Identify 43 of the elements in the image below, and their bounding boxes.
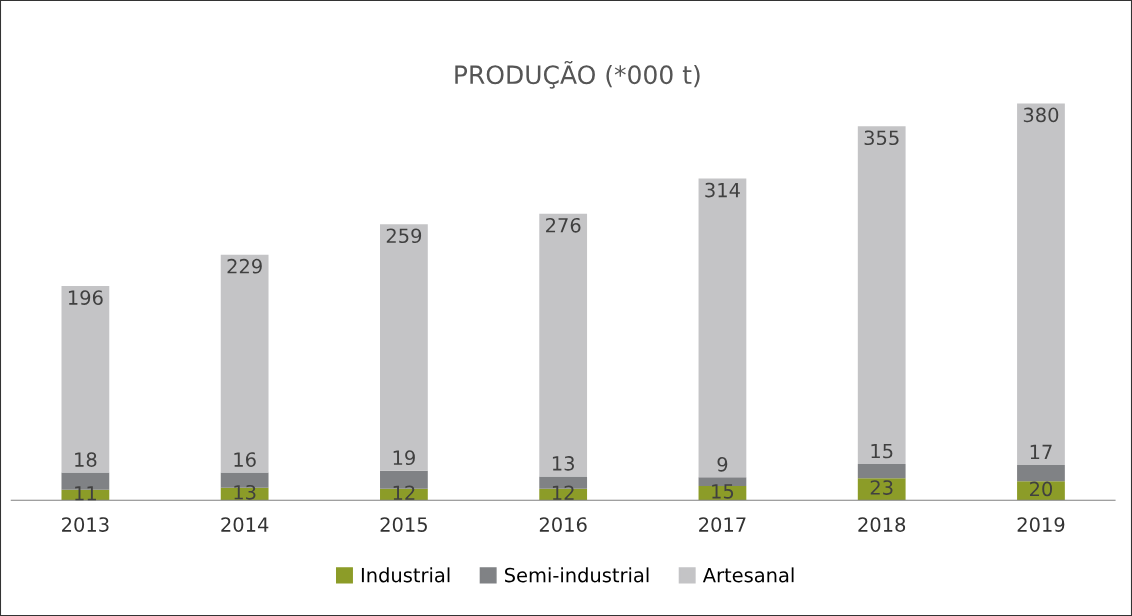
bar <box>698 477 747 486</box>
legend-label: Industrial <box>361 567 450 583</box>
data-label: 17 <box>1030 444 1052 460</box>
data-label: 196 <box>68 290 103 305</box>
bar <box>857 126 906 465</box>
bar <box>698 178 747 478</box>
data-label: 380 <box>1023 107 1059 123</box>
x-tick-label: 2013 <box>62 517 109 532</box>
data-label: 314 <box>705 182 740 198</box>
legend-label: Artesanal <box>702 567 794 583</box>
bar <box>539 213 588 477</box>
chart-title: PRODUÇÃO (*000 t) <box>455 60 700 89</box>
data-label: 12 <box>393 485 415 500</box>
data-label: 16 <box>234 452 256 467</box>
data-label: 12 <box>552 485 574 500</box>
x-tick-label: 2017 <box>699 517 746 532</box>
data-label: 276 <box>546 217 581 233</box>
data-label: 9 <box>717 456 728 472</box>
data-label: 13 <box>552 456 574 471</box>
x-tick-label: 2016 <box>539 517 587 532</box>
data-label: 18 <box>75 452 97 467</box>
x-tick-label: 2015 <box>380 517 427 532</box>
data-label: 355 <box>864 130 899 146</box>
bar <box>220 254 269 473</box>
data-label: 229 <box>227 258 262 274</box>
data-label: 259 <box>386 228 422 244</box>
bar <box>1017 103 1065 465</box>
legend-label: Semi-industrial <box>505 567 649 583</box>
bar <box>857 478 906 501</box>
data-label: 19 <box>393 450 415 466</box>
bar <box>380 224 428 471</box>
x-tick-label: 2014 <box>221 517 269 532</box>
data-label: 23 <box>870 480 893 495</box>
bar <box>1017 464 1065 482</box>
data-label: 13 <box>234 484 256 500</box>
data-label: 15 <box>871 443 893 459</box>
bar <box>857 464 906 479</box>
data-label: 15 <box>712 484 734 499</box>
bar <box>61 286 110 473</box>
data-label: 11 <box>75 486 96 501</box>
x-tick-label: 2019 <box>1017 517 1065 532</box>
data-label: 20 <box>1030 481 1053 497</box>
x-tick-label: 2018 <box>858 517 906 532</box>
